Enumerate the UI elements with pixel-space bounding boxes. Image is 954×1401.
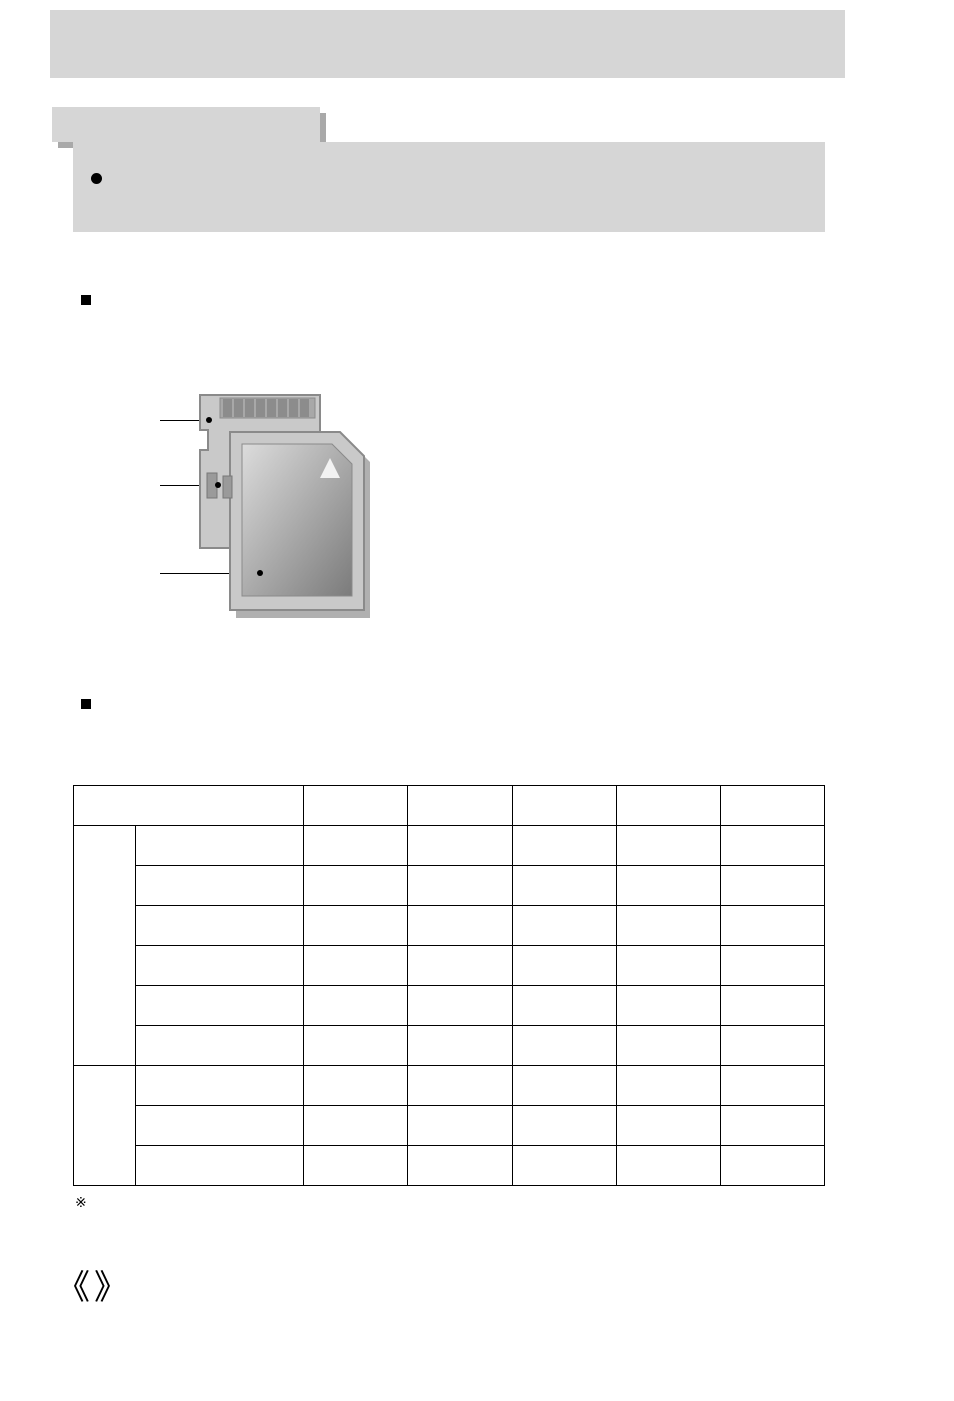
table-row	[74, 1066, 825, 1106]
table-header-c2	[408, 786, 512, 826]
table-row	[74, 986, 825, 1026]
table-group-1	[74, 826, 136, 1066]
table-header-c3	[512, 786, 616, 826]
footnote: ※	[75, 1194, 87, 1211]
capacity-table	[73, 785, 825, 1186]
table-row	[74, 1146, 825, 1186]
table-row	[74, 946, 825, 986]
page-marker-close: 》	[94, 1269, 132, 1307]
table-row	[74, 1026, 825, 1066]
table-header-c1	[304, 786, 408, 826]
table-row	[74, 906, 825, 946]
section-bullet-1-icon	[81, 295, 91, 305]
table-header-c5	[720, 786, 824, 826]
table-header-row	[74, 786, 825, 826]
footnote-marker: ※	[75, 1194, 87, 1210]
page-marker-open: 《	[56, 1269, 94, 1307]
callout-box	[73, 142, 825, 232]
table-header-c4	[616, 786, 720, 826]
table-header-size	[74, 786, 304, 826]
table-row	[74, 826, 825, 866]
table-row	[74, 866, 825, 906]
top-banner	[50, 10, 845, 78]
callout-bullet-icon	[91, 173, 102, 184]
section-bullet-2-icon	[81, 699, 91, 709]
section-tab	[52, 107, 320, 142]
page-marker: 《》	[56, 1260, 132, 1309]
table-group-2	[74, 1066, 136, 1186]
table-row	[74, 1106, 825, 1146]
sd-card-diagram	[160, 390, 380, 620]
